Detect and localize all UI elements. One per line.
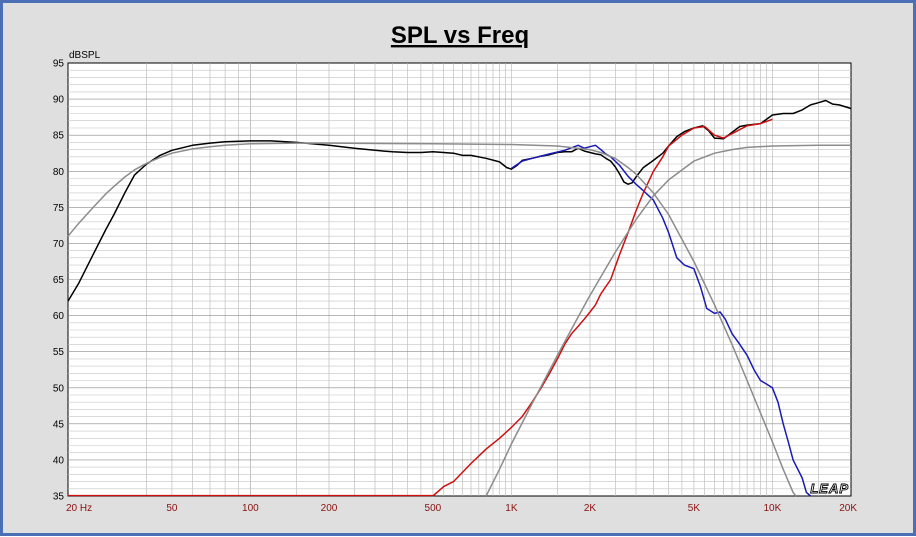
y-tick-label: 55 <box>53 347 65 358</box>
y-tick-label: 80 <box>53 167 65 178</box>
grid <box>68 63 851 496</box>
y-tick-label: 75 <box>53 203 65 214</box>
y-tick-label: 70 <box>53 239 65 250</box>
x-tick-label: 20 Hz <box>66 503 92 514</box>
leap-watermark: LEAP <box>810 481 849 496</box>
x-tick-label: 5K <box>688 503 701 514</box>
x-tick-label: 200 <box>321 503 338 514</box>
x-tick-label: 500 <box>425 503 442 514</box>
x-tick-label: 20K <box>839 503 857 514</box>
response-curve <box>510 144 812 497</box>
x-tick-label: 100 <box>242 503 259 514</box>
response-curve <box>485 144 851 497</box>
x-tick-label: 10K <box>764 503 782 514</box>
y-tick-label: 85 <box>53 131 65 142</box>
response-curve <box>67 142 797 497</box>
y-tick-label: 35 <box>53 492 65 503</box>
chart-title: SPL vs Freq <box>391 22 529 49</box>
y-tick-label: 95 <box>53 59 65 70</box>
x-tick-label: 1K <box>505 503 518 514</box>
y-tick-label: 90 <box>53 95 65 106</box>
y-tick-label: 45 <box>53 419 65 430</box>
y-tick-label: 50 <box>53 383 65 394</box>
y-axis-label: dBSPL <box>69 50 101 61</box>
y-tick-label: 60 <box>53 311 65 322</box>
y-tick-label: 40 <box>53 455 65 466</box>
y-tick-label: 65 <box>53 275 65 286</box>
x-tick-label: 50 <box>166 503 178 514</box>
response-curve <box>67 99 852 302</box>
series-group <box>67 99 852 497</box>
response-curve <box>432 118 773 497</box>
x-tick-label: 2K <box>584 503 597 514</box>
